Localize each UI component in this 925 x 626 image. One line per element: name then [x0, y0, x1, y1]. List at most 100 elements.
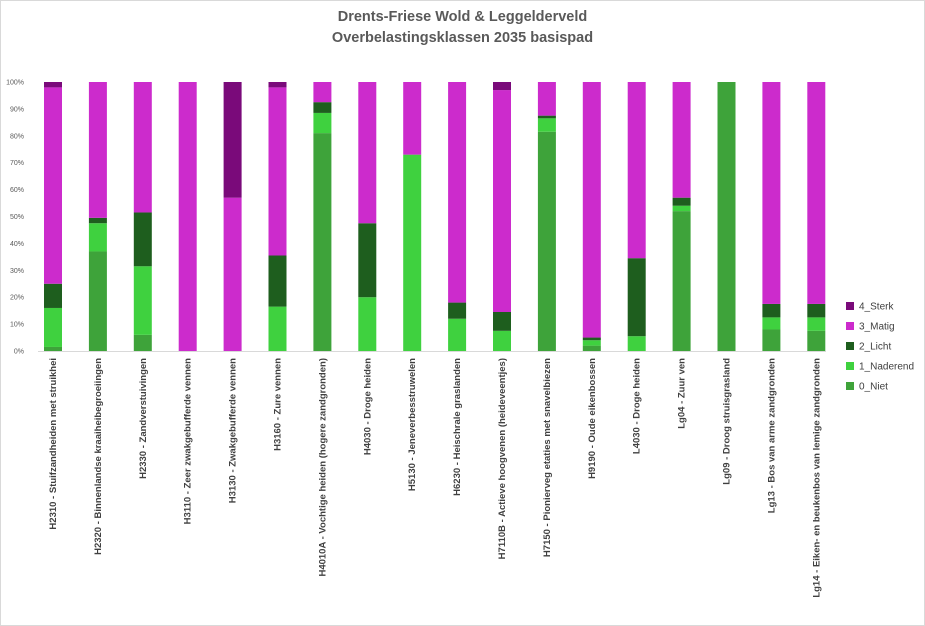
x-tick-label: H7110B - Actieve hoogvenen (heideveentje…: [497, 358, 508, 559]
bar-segment-0-niet: [582, 345, 601, 351]
legend-swatch: [846, 382, 854, 390]
x-tick-label: Lg09 - Droog struisgrasland: [722, 358, 733, 485]
legend-label: 0_Niet: [859, 382, 888, 393]
bar-segment-2-licht: [358, 223, 377, 298]
bar-segment-2-licht: [672, 197, 691, 206]
bar-segment-3-matig: [582, 82, 601, 338]
bar-segment-3-matig: [537, 82, 556, 116]
x-tick-label: H9190 - Oude eikenbossen: [587, 358, 598, 479]
x-tick-label: H7150 - Pionierveg etaties met snavelbie…: [542, 358, 553, 557]
x-tick-label: H4010A - Vochtige heiden (hogere zandgro…: [317, 358, 328, 577]
x-tick-label: H5130 - Jeneverbesstruwelen: [407, 358, 418, 491]
bar-segment-2-licht: [313, 102, 332, 113]
bar-segment-1-naderend: [358, 297, 377, 351]
bar-segment-3-matig: [403, 82, 422, 155]
bar-segment-3-matig: [358, 82, 377, 224]
bar-segment-3-matig: [762, 82, 781, 304]
legend-label: 4_Sterk: [859, 302, 894, 313]
y-tick-label: 0%: [14, 349, 24, 356]
bar-segment-0-niet: [807, 330, 826, 351]
bar-segment-2-licht: [88, 217, 107, 224]
bar-segment-1-naderend: [582, 340, 601, 346]
bar-segment-0-niet: [44, 346, 62, 351]
bar-segment-1-naderend: [537, 118, 556, 132]
bar-segment-1-naderend: [627, 336, 646, 351]
bar-segment-3-matig: [627, 82, 646, 259]
y-axis: 0% 10% 20% 30% 40% 50% 60% 70% 80% 90% 100%: [6, 80, 826, 356]
legend: 4_Sterk 3_Matig 2_Licht 1_Naderend 0_Niet: [846, 302, 914, 393]
bar-segment-0-niet: [537, 131, 556, 351]
x-tick-label: H2330 - Zandverstuivingen: [138, 358, 149, 479]
x-tick-label: Lg04 - Zuur ven: [677, 358, 688, 429]
y-tick-label: 50%: [10, 214, 24, 221]
x-tick-label: Lg14 - Eiken- en beukenbos van lemige za…: [811, 358, 822, 598]
bar-segment-3-matig: [448, 82, 467, 303]
bar-segment-1-naderend: [133, 266, 152, 335]
bar-segment-3-matig: [44, 87, 62, 284]
bar-segment-2-licht: [133, 212, 152, 267]
bar-segment-1-naderend: [807, 317, 826, 331]
bar-segment-3-matig: [223, 197, 242, 351]
y-tick-label: 20%: [10, 295, 24, 302]
x-tick-label: H2310 - Stuifzandheiden met struikhei: [48, 358, 59, 530]
bar-segment-1-naderend: [44, 307, 62, 347]
chart-subtitle: Overbelastingsklassen 2035 basispad: [331, 30, 594, 46]
bar-segment-3-matig: [88, 82, 107, 218]
bar-segment-2-licht: [493, 312, 511, 331]
bar-segment-3-matig: [672, 82, 691, 198]
bar-segment-3-matig: [493, 90, 511, 312]
x-tick-label: H3160 - Zure vennen: [273, 358, 284, 451]
x-tick-label: H4030 - Droge heiden: [362, 358, 373, 455]
bar-segment-1-naderend: [88, 223, 107, 252]
bar-segment-2-licht: [582, 337, 601, 341]
bar-segment-2-licht: [537, 115, 556, 119]
x-axis-labels: H2310 - Stuifzandheiden met struikhei H23…: [48, 358, 822, 598]
x-tick-label: H3110 - Zeer zwakgebufferde vennen: [183, 358, 194, 525]
y-tick-label: 90%: [10, 106, 24, 113]
x-tick-label: H2320 - Binnenlandse kraaiheibegroeiinge…: [93, 358, 104, 555]
legend-label: 3_Matig: [859, 322, 895, 333]
y-tick-label: 80%: [10, 133, 24, 140]
bar-segment-1-naderend: [448, 318, 467, 351]
y-tick-label: 30%: [10, 268, 24, 275]
y-tick-label: 60%: [10, 187, 24, 194]
bar-segment-4-sterk: [268, 82, 287, 88]
bar-segment-3-matig: [268, 87, 287, 256]
bar-segment-0-niet: [717, 82, 736, 351]
x-tick-label: L4030 - Droge heiden: [632, 358, 643, 454]
legend-label: 2_Licht: [859, 342, 891, 353]
bar-segment-1-naderend: [762, 317, 781, 330]
bar-segment-0-niet: [133, 334, 152, 351]
bar-segment-3-matig: [807, 82, 826, 304]
bar-segment-0-niet: [313, 133, 332, 351]
bar-segment-3-matig: [313, 82, 332, 103]
x-tick-label: Lg13 - Bos van arme zandgronden: [766, 358, 777, 513]
y-tick-label: 100%: [6, 80, 24, 87]
x-tick-label: H3130 - Zwakgebufferde vennen: [228, 358, 239, 503]
bar-segment-4-sterk: [223, 82, 242, 198]
bar-segment-4-sterk: [44, 82, 62, 88]
bar-segment-0-niet: [762, 329, 781, 351]
bar-segment-1-naderend: [493, 330, 511, 351]
bar-segment-4-sterk: [493, 82, 511, 91]
bar-segment-2-licht: [762, 303, 781, 318]
bar-segment-2-licht: [448, 302, 467, 319]
bar-segment-2-licht: [268, 255, 287, 307]
legend-swatch: [846, 302, 854, 310]
bar-segment-1-naderend: [403, 154, 422, 351]
bars: [44, 82, 826, 351]
bar-segment-0-niet: [672, 211, 691, 351]
legend-swatch: [846, 322, 854, 330]
bar-segment-1-naderend: [672, 205, 691, 212]
bar-segment-1-naderend: [313, 112, 332, 134]
y-tick-label: 10%: [10, 322, 24, 329]
bar-segment-3-matig: [133, 82, 152, 213]
bar-segment-3-matig: [178, 82, 197, 351]
y-tick-label: 40%: [10, 241, 24, 248]
legend-swatch: [846, 342, 854, 350]
legend-swatch: [846, 362, 854, 370]
bar-segment-2-licht: [44, 283, 62, 308]
chart-title: Drents-Friese Wold & Leggelderveld: [337, 9, 588, 25]
bar-segment-2-licht: [807, 303, 826, 318]
